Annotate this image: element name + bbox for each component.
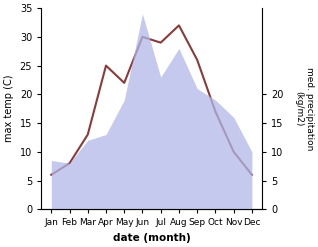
X-axis label: date (month): date (month) — [113, 233, 190, 243]
Y-axis label: max temp (C): max temp (C) — [4, 75, 14, 143]
Y-axis label: med. precipitation
(kg/m2): med. precipitation (kg/m2) — [294, 67, 314, 150]
